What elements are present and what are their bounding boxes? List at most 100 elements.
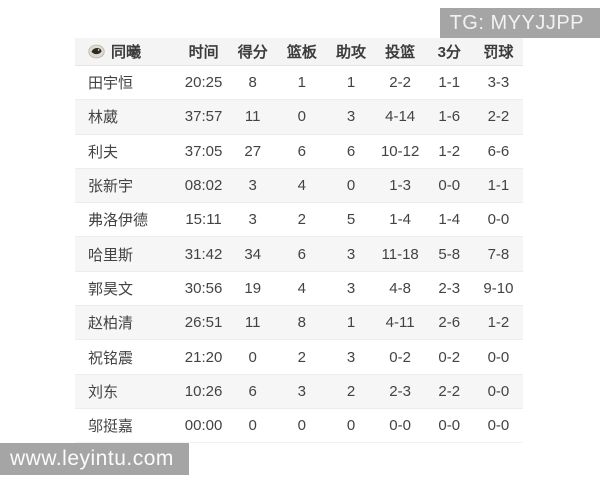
stat-ft: 0-0: [487, 348, 510, 366]
stat-fg: 11-18: [381, 245, 419, 263]
player-name: 邬挺嘉: [88, 418, 134, 436]
stat-three: 2-2: [438, 382, 461, 400]
stat-assists: 0: [346, 177, 356, 195]
stat-ft: 9-10: [483, 279, 514, 297]
player-name: 利夫: [88, 143, 119, 161]
stat-time: 15:11: [185, 211, 222, 229]
stat-time: 00:00: [184, 417, 223, 435]
player-name: 林葳: [88, 109, 119, 127]
watermark-top-right: TG: MYYJJPP: [439, 8, 600, 38]
stat-ft: 1-2: [487, 314, 510, 332]
column-header-time: 时间: [188, 44, 219, 61]
stat-rebounds: 3: [297, 382, 307, 400]
column-header-fg: 投篮: [385, 44, 416, 61]
column-header-ft: 罚球: [483, 44, 514, 61]
stat-rebounds: 2: [297, 211, 307, 229]
stat-points: 3: [248, 211, 257, 229]
stat-time: 26:51: [184, 314, 223, 332]
table-row: 邬挺嘉 00:00 0 0 0 0-0 0-0 0-0: [75, 408, 523, 444]
stat-assists: 1: [346, 314, 356, 332]
stat-assists: 3: [346, 245, 356, 263]
table-row: 祝铭震 21:20 0 2 3 0-2 0-2 0-0: [75, 340, 523, 375]
stat-time: 10:26: [184, 382, 223, 400]
stat-assists: 1: [346, 74, 356, 92]
column-header-assists: 助攻: [335, 44, 366, 61]
stat-ft: 0-0: [487, 382, 510, 400]
table-row: 赵柏清 26:51 11 8 1 4-11 2-6 1-2: [75, 306, 523, 341]
stat-time: 21:20: [184, 348, 223, 366]
stat-three: 1-4: [438, 211, 461, 229]
stat-points: 34: [244, 245, 262, 263]
stat-rebounds: 6: [297, 245, 307, 263]
stat-fg: 4-8: [389, 279, 411, 297]
player-name: 祝铭震: [88, 349, 134, 367]
stat-points: 19: [244, 279, 262, 297]
stat-time: 08:02: [184, 177, 223, 195]
stat-time: 31:42: [184, 245, 223, 263]
stat-points: 0: [248, 417, 257, 435]
column-header-three: 3分: [437, 44, 461, 61]
stat-assists: 3: [346, 279, 356, 297]
stat-fg: 1-4: [389, 211, 411, 229]
stat-three: 0-2: [438, 348, 461, 366]
stat-three: 5-8: [438, 245, 461, 263]
stat-fg: 10-12: [380, 142, 420, 160]
table-row: 田宇恒 20:25 8 1 1 2-2 1-1 3-3: [75, 66, 523, 101]
stat-rebounds: 0: [297, 108, 307, 126]
stat-assists: 3: [346, 348, 356, 366]
stat-fg: 2-3: [389, 382, 411, 400]
player-name: 郭昊文: [88, 280, 134, 298]
stat-time: 20:25: [184, 74, 223, 92]
table-row: 哈里斯 31:42 34 6 3 11-18 5-8 7-8: [75, 237, 523, 272]
stat-ft: 2-2: [487, 108, 510, 126]
stat-rebounds: 4: [297, 279, 307, 297]
stat-rebounds: 0: [297, 417, 307, 435]
stat-assists: 0: [346, 417, 356, 435]
table-row: 林葳 37:57 11 0 3 4-14 1-6 2-2: [75, 100, 523, 135]
stat-ft: 0-0: [487, 417, 510, 435]
table-row: 弗洛伊德 15:11 3 2 5 1-4 1-4 0-0: [75, 203, 523, 238]
stat-points: 8: [248, 74, 257, 92]
stat-three: 2-6: [438, 314, 461, 332]
player-stats-table: 同曦 时间 得分 篮板 助攻 投篮 3分 罚球 田宇恒 20:25 8 1 1 …: [75, 38, 523, 444]
stat-three: 0-0: [438, 417, 461, 435]
team-header-cell: 同曦: [75, 41, 179, 62]
player-name: 田宇恒: [88, 75, 134, 93]
stat-ft: 3-3: [487, 74, 510, 92]
table-header-row: 同曦 时间 得分 篮板 助攻 投篮 3分 罚球: [75, 38, 523, 66]
stat-assists: 2: [346, 382, 356, 400]
table-row: 郭昊文 30:56 19 4 3 4-8 2-3 9-10: [75, 271, 523, 307]
table-row: 张新宇 08:02 3 4 0 1-3 0-0 1-1: [75, 168, 523, 204]
stat-three: 2-3: [438, 279, 461, 297]
player-name: 刘东: [88, 383, 119, 401]
team-name: 同曦: [111, 44, 142, 61]
stat-points: 11: [244, 108, 261, 126]
player-name: 张新宇: [88, 178, 134, 196]
table-row: 刘东 10:26 6 3 2 2-3 2-2 0-0: [75, 374, 523, 409]
stat-points: 6: [248, 382, 257, 400]
stat-rebounds: 2: [297, 348, 307, 366]
stat-ft: 1-1: [487, 177, 510, 195]
stat-three: 1-6: [438, 108, 461, 126]
stat-assists: 6: [346, 142, 356, 160]
stat-points: 11: [244, 314, 261, 332]
stat-time: 37:05: [184, 142, 223, 160]
stat-fg: 1-3: [389, 177, 411, 195]
player-name: 哈里斯: [88, 246, 134, 264]
stat-fg: 4-14: [385, 108, 416, 126]
watermark-bottom-left: www.leyintu.com: [0, 443, 189, 475]
stat-three: 0-0: [438, 177, 461, 195]
stat-points: 27: [244, 142, 262, 160]
stat-points: 3: [248, 177, 257, 195]
column-header-points: 得分: [237, 44, 268, 61]
player-name: 弗洛伊德: [88, 212, 149, 230]
stat-time: 30:56: [184, 279, 223, 297]
team-logo-icon: [88, 44, 105, 59]
stat-fg: 4-11: [385, 314, 415, 332]
player-name: 赵柏清: [88, 315, 134, 333]
stat-time: 37:57: [184, 108, 223, 126]
stat-ft: 0-0: [487, 211, 510, 229]
stat-points: 0: [248, 348, 257, 366]
stat-assists: 3: [346, 108, 356, 126]
table-row: 利夫 37:05 27 6 6 10-12 1-2 6-6: [75, 134, 523, 169]
